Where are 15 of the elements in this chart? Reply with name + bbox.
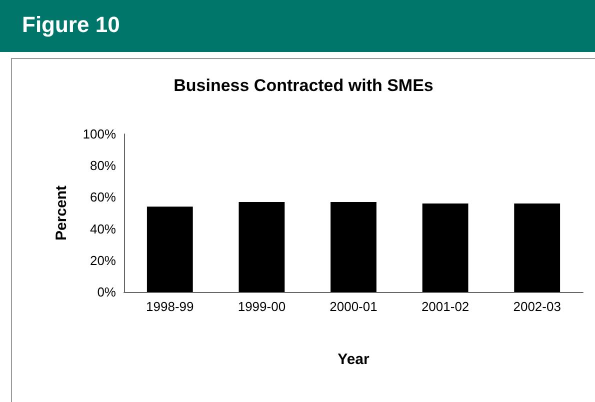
chart-title: Business Contracted with SMEs bbox=[174, 76, 434, 95]
y-tick-label: 20% bbox=[90, 252, 116, 268]
y-tick-label: 0% bbox=[97, 284, 116, 300]
y-tick-label: 60% bbox=[90, 190, 116, 205]
x-tick-label: 2001-02 bbox=[421, 299, 470, 314]
y-tick-label: 80% bbox=[90, 158, 116, 174]
x-tick-label: 2000-01 bbox=[330, 299, 378, 314]
y-tick-label: 100% bbox=[82, 126, 116, 142]
x-tick-label: 1999-00 bbox=[238, 299, 286, 314]
x-tick-label: 1998-99 bbox=[146, 299, 194, 314]
y-tick-label: 40% bbox=[90, 221, 116, 236]
x-axis-title: Year bbox=[338, 351, 370, 368]
caption: Figure 10 bbox=[22, 12, 120, 38]
x-tick-label: 2002-03 bbox=[513, 299, 561, 314]
y-axis-title: Percent bbox=[53, 185, 70, 241]
